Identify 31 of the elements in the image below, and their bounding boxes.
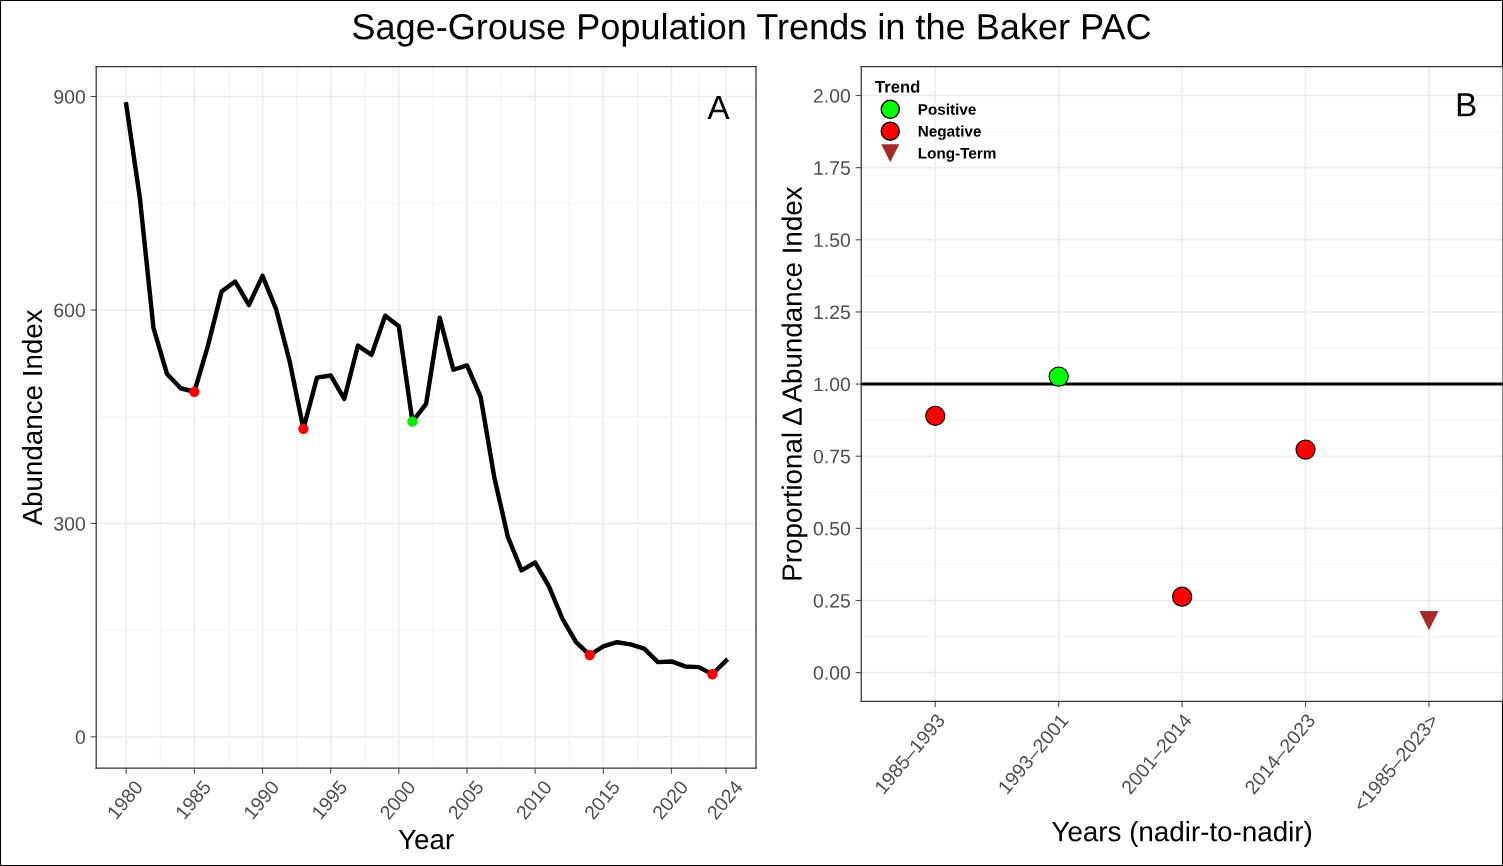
y-tick-label: 1.50 xyxy=(814,233,851,248)
legend-label: Positive xyxy=(918,103,976,115)
point xyxy=(707,669,718,680)
y-tick-label: 300 xyxy=(54,516,86,531)
y-tick-label: 1.25 xyxy=(814,305,850,320)
legend-label: Long-Term xyxy=(918,148,996,162)
annotation: B xyxy=(1457,93,1476,117)
annotation: A xyxy=(707,95,730,119)
y-tick-label: 0.25 xyxy=(813,593,850,608)
legend-title: Trend xyxy=(875,80,920,93)
point xyxy=(298,423,309,434)
point xyxy=(1048,366,1069,387)
y-tick-label: 600 xyxy=(54,303,86,318)
y-tick-label: 0 xyxy=(75,730,86,745)
y-tick-label: 0.00 xyxy=(813,666,851,680)
x-axis-title: Year xyxy=(398,829,454,850)
x-axis-title: Years (nadir-to-nadir) xyxy=(1052,821,1312,847)
y-tick-label: 1.00 xyxy=(814,377,851,392)
point xyxy=(1419,611,1439,631)
point xyxy=(584,649,595,661)
y-tick-label: 0.75 xyxy=(813,449,850,464)
y-tick-label: 1.75 xyxy=(814,161,850,175)
point xyxy=(189,386,200,397)
y-axis-title: Abundance Index xyxy=(21,309,43,526)
legend-label: Negative xyxy=(918,125,981,140)
y-tick-label: 0.50 xyxy=(813,521,851,536)
y-tick-label: 900 xyxy=(54,90,86,104)
y-tick-label: 2.00 xyxy=(813,89,851,103)
y-axis-title: Proportional Δ Abundance Index xyxy=(781,186,808,580)
chart-title: Sage-Grouse Population Trends in the Baker PAC xyxy=(353,12,1151,47)
point xyxy=(407,416,418,427)
